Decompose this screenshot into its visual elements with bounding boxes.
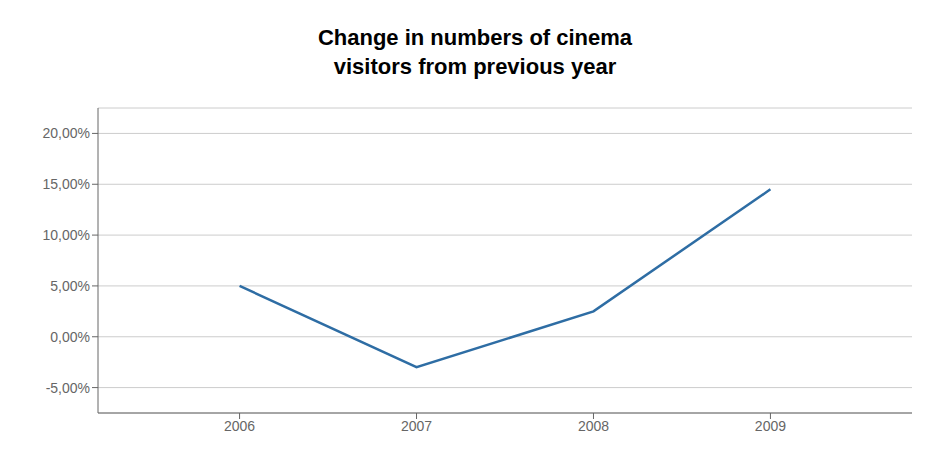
- svg-text:5,00%: 5,00%: [50, 278, 90, 294]
- html-text:Change in numbers of cinema: Change in numbers of cinema: [317, 25, 633, 51]
- svg-text:2006: 2006: [224, 418, 255, 434]
- svg-text:2007: 2007: [401, 418, 432, 434]
- svg-text:0,00%: 0,00%: [50, 329, 90, 345]
- svg-text:20,00%: 20,00%: [43, 125, 90, 141]
- html-text:visitors from previous year: visitors from previous year: [333, 54, 617, 79]
- svg-text:15,00%: 15,00%: [43, 176, 90, 192]
- svg-text:-5,00%: -5,00%: [46, 380, 90, 396]
- svg-text:2009: 2009: [755, 418, 786, 434]
- svg-text:2008: 2008: [578, 418, 609, 434]
- svg-text:10,00%: 10,00%: [43, 227, 90, 243]
